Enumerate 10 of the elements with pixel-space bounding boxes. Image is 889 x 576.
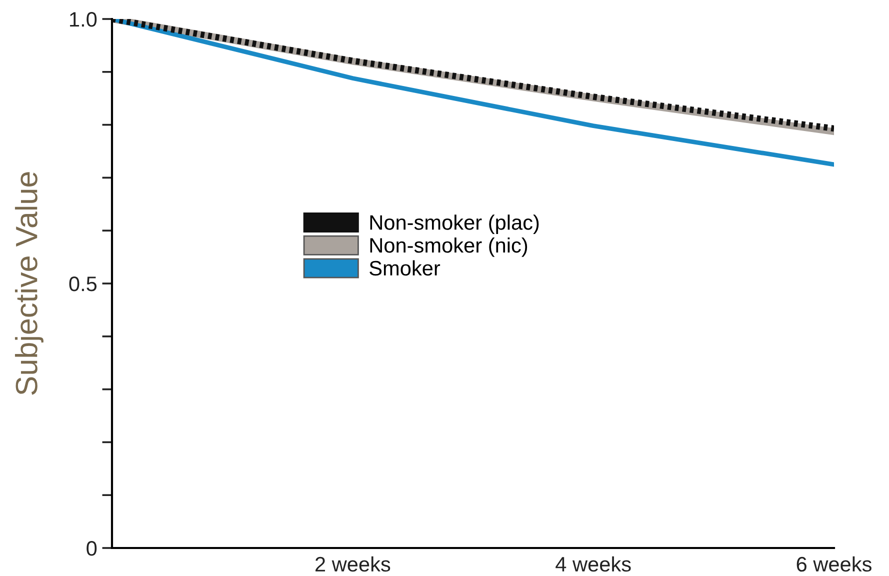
x-tick-label: 2 weeks <box>316 556 390 572</box>
y-tick-label: 0.5 <box>69 276 97 292</box>
y-tick-label: 1.0 <box>70 12 97 27</box>
y-axis-title: Subjective Value <box>14 172 44 395</box>
x-tick-label: 6 weeks <box>796 556 872 572</box>
x-tick-label: 4 weeks <box>556 556 631 572</box>
legend-label: Non-smoker (nic) <box>370 237 528 257</box>
y-tick-label: 0 <box>86 541 97 556</box>
legend-label: Smoker <box>370 260 440 276</box>
legend-label: Non-smoker (plac) <box>370 214 539 234</box>
